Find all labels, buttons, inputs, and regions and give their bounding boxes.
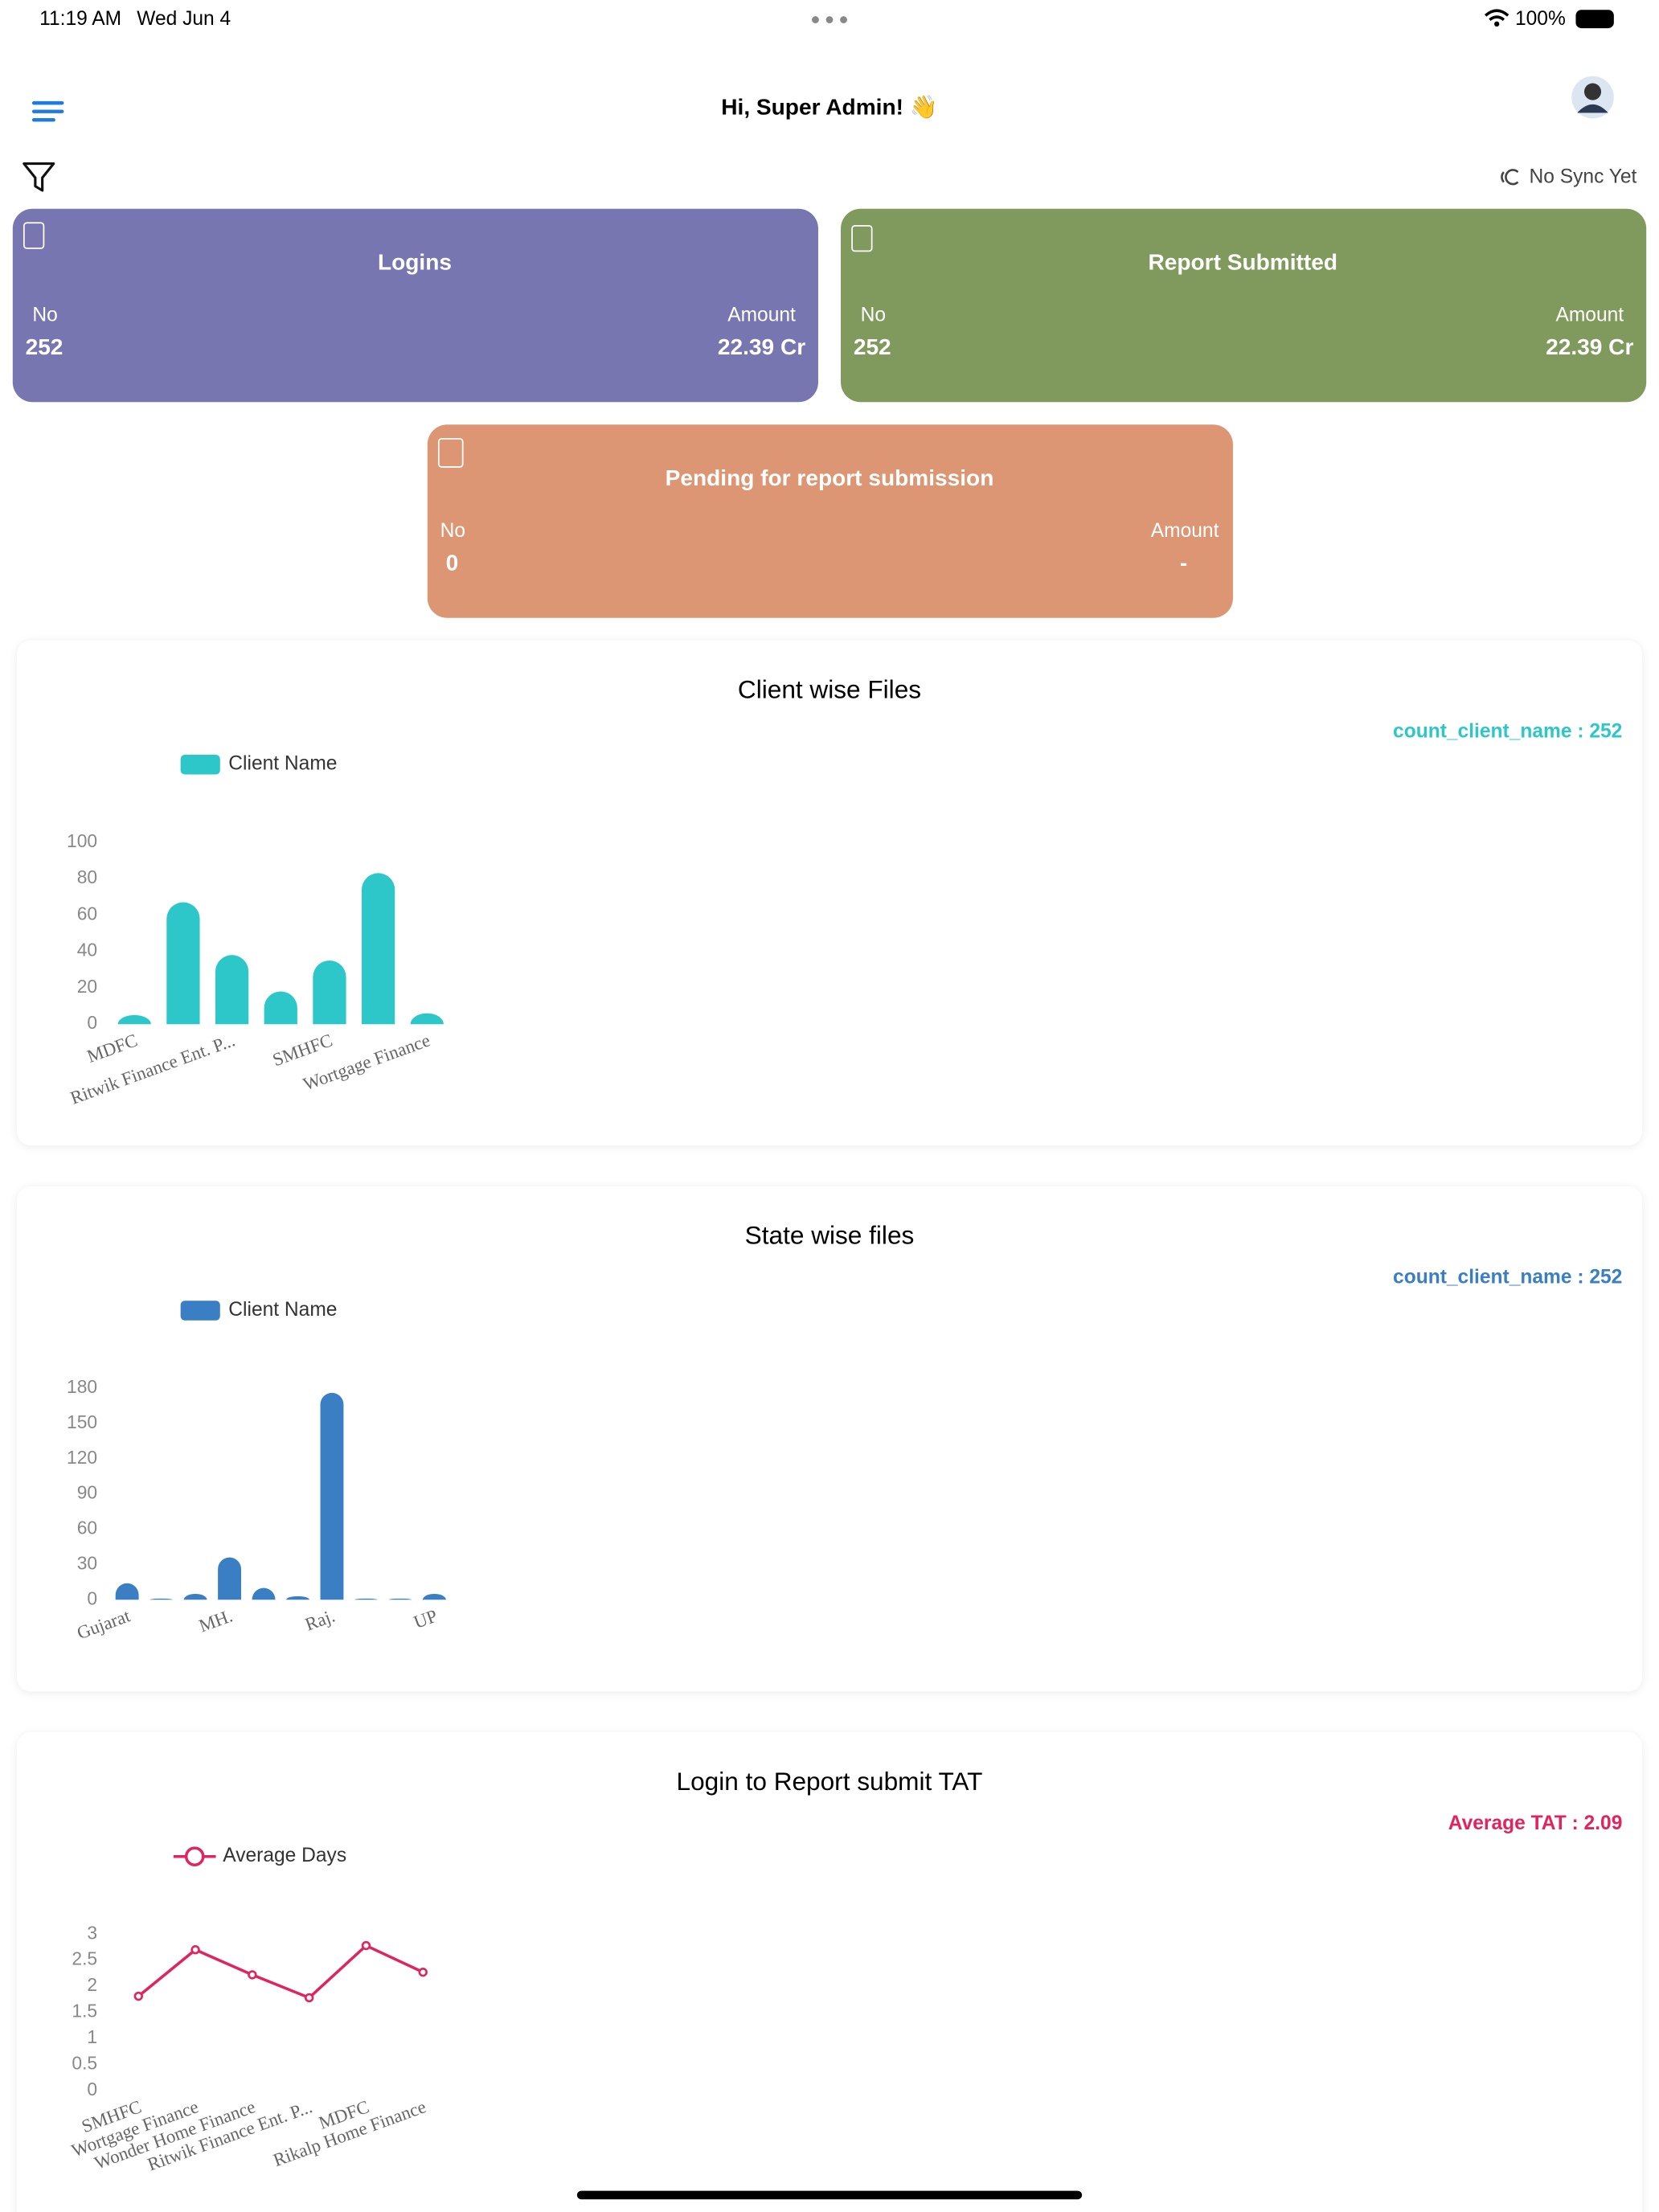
point [361, 1940, 371, 1951]
legend-swatch [180, 754, 220, 775]
y-tick-label: 60 [77, 903, 97, 924]
avatar[interactable] [1571, 76, 1614, 119]
card-no: 252 [26, 334, 63, 359]
card-amount: - [1180, 550, 1187, 575]
card-amount-label: Amount [727, 305, 796, 326]
bar [115, 1583, 139, 1600]
y-tick-label: 2 [87, 1974, 97, 1995]
bar [264, 991, 297, 1025]
chart-title: Login to Report submit TAT [677, 1767, 983, 1796]
home-indicator [576, 2190, 1083, 2200]
y-tick-label: 0.5 [72, 2053, 97, 2074]
card-amount-label: Amount [1555, 305, 1624, 326]
card-title: Pending for report submission [666, 465, 994, 490]
multitask-dots [812, 16, 847, 23]
card-amount: 22.39 Cr [1546, 334, 1633, 359]
bar [252, 1587, 276, 1600]
y-tick-label: 1 [87, 2026, 97, 2047]
card-no-label: No [32, 305, 57, 326]
point [418, 1967, 428, 1977]
point [304, 1993, 314, 2003]
panel [17, 640, 1642, 1146]
bar [361, 873, 395, 1025]
card-amount: 22.39 Cr [718, 334, 805, 359]
y-tick-label: 1.5 [72, 2001, 97, 2022]
legend-swatch [180, 1301, 220, 1321]
card-no-label: No [440, 520, 465, 542]
y-tick-label: 20 [77, 976, 97, 997]
bar [410, 1013, 444, 1025]
bar [166, 902, 200, 1025]
y-tick-label: 40 [77, 940, 97, 961]
y-tick-label: 90 [77, 1482, 97, 1503]
chart-panel: Login to Report submit TAT Average TAT : … [17, 1732, 1642, 2212]
y-tick-label: 30 [77, 1552, 97, 1573]
panel [17, 1732, 1642, 2212]
point [248, 1970, 257, 1980]
chart-title: State wise files [745, 1221, 915, 1250]
bar [117, 1014, 151, 1025]
y-tick-label: 60 [77, 1518, 97, 1538]
bar [388, 1598, 412, 1600]
y-tick-label: 0 [87, 1012, 97, 1033]
pending-card[interactable]: Pending for report submission No 0 Amoun… [427, 424, 1233, 618]
chart-title: Client wise Files [738, 674, 921, 703]
wifi-icon [1484, 9, 1509, 21]
card-no-label: No [861, 305, 886, 326]
annotation: count_client_name : 252 [1393, 720, 1622, 742]
chart-panel: Client wise Files count_client_name : 252… [17, 640, 1642, 1146]
filter-button[interactable] [23, 162, 55, 192]
y-tick-label: 150 [67, 1411, 97, 1432]
point [190, 1945, 200, 1955]
y-tick-label: 2.5 [72, 1948, 97, 1969]
bar [183, 1593, 207, 1600]
line [137, 1944, 424, 2000]
y-tick-label: 80 [77, 866, 97, 887]
bar [313, 960, 346, 1025]
card-title: Report Submitted [1148, 250, 1337, 275]
card-no: 252 [854, 334, 891, 359]
y-tick-label: 180 [67, 1376, 97, 1397]
chart-panel: State wise files count_client_name : 252 C… [17, 1186, 1642, 1692]
annotation: count_client_name : 252 [1393, 1267, 1622, 1288]
legend-label: Client Name [228, 753, 337, 775]
greeting: Hi, Super Admin! 👋 [721, 95, 937, 121]
card-amount-label: Amount [1151, 520, 1219, 542]
y-tick-label: 0 [87, 1587, 97, 1608]
sync-status: No Sync Yet [1530, 166, 1637, 188]
sync-icon [1501, 169, 1519, 186]
battery-icon [1575, 10, 1614, 29]
report-submitted-card[interactable]: Report Submitted No 252 Amount 22.39 Cr [841, 208, 1647, 403]
wifi-dot [1494, 21, 1500, 27]
panel [17, 1186, 1642, 1692]
legend-marker [184, 1846, 205, 1866]
logins-card[interactable]: Logins No 252 Amount 22.39 Cr [12, 208, 818, 403]
bar [320, 1392, 344, 1600]
card-title: Logins [378, 250, 452, 275]
battery-text: 100% [1515, 8, 1566, 30]
bar [286, 1596, 309, 1600]
menu-button[interactable] [31, 100, 64, 122]
bar [215, 955, 249, 1025]
y-tick-label: 100 [67, 830, 97, 851]
annotation: Average TAT : 2.09 [1448, 1813, 1623, 1834]
bar [354, 1598, 378, 1600]
bar [422, 1593, 446, 1600]
legend-label: Average Days [223, 1845, 346, 1866]
bar [218, 1557, 241, 1600]
card-no: 0 [446, 550, 459, 575]
date: Wed Jun 4 [137, 8, 231, 30]
legend-label: Client Name [228, 1299, 337, 1321]
point [133, 1991, 143, 2001]
time: 11:19 AM [39, 8, 121, 30]
y-tick-label: 0 [87, 2079, 97, 2099]
bar [150, 1598, 174, 1600]
y-tick-label: 3 [87, 1922, 97, 1943]
y-tick-label: 120 [67, 1447, 97, 1468]
